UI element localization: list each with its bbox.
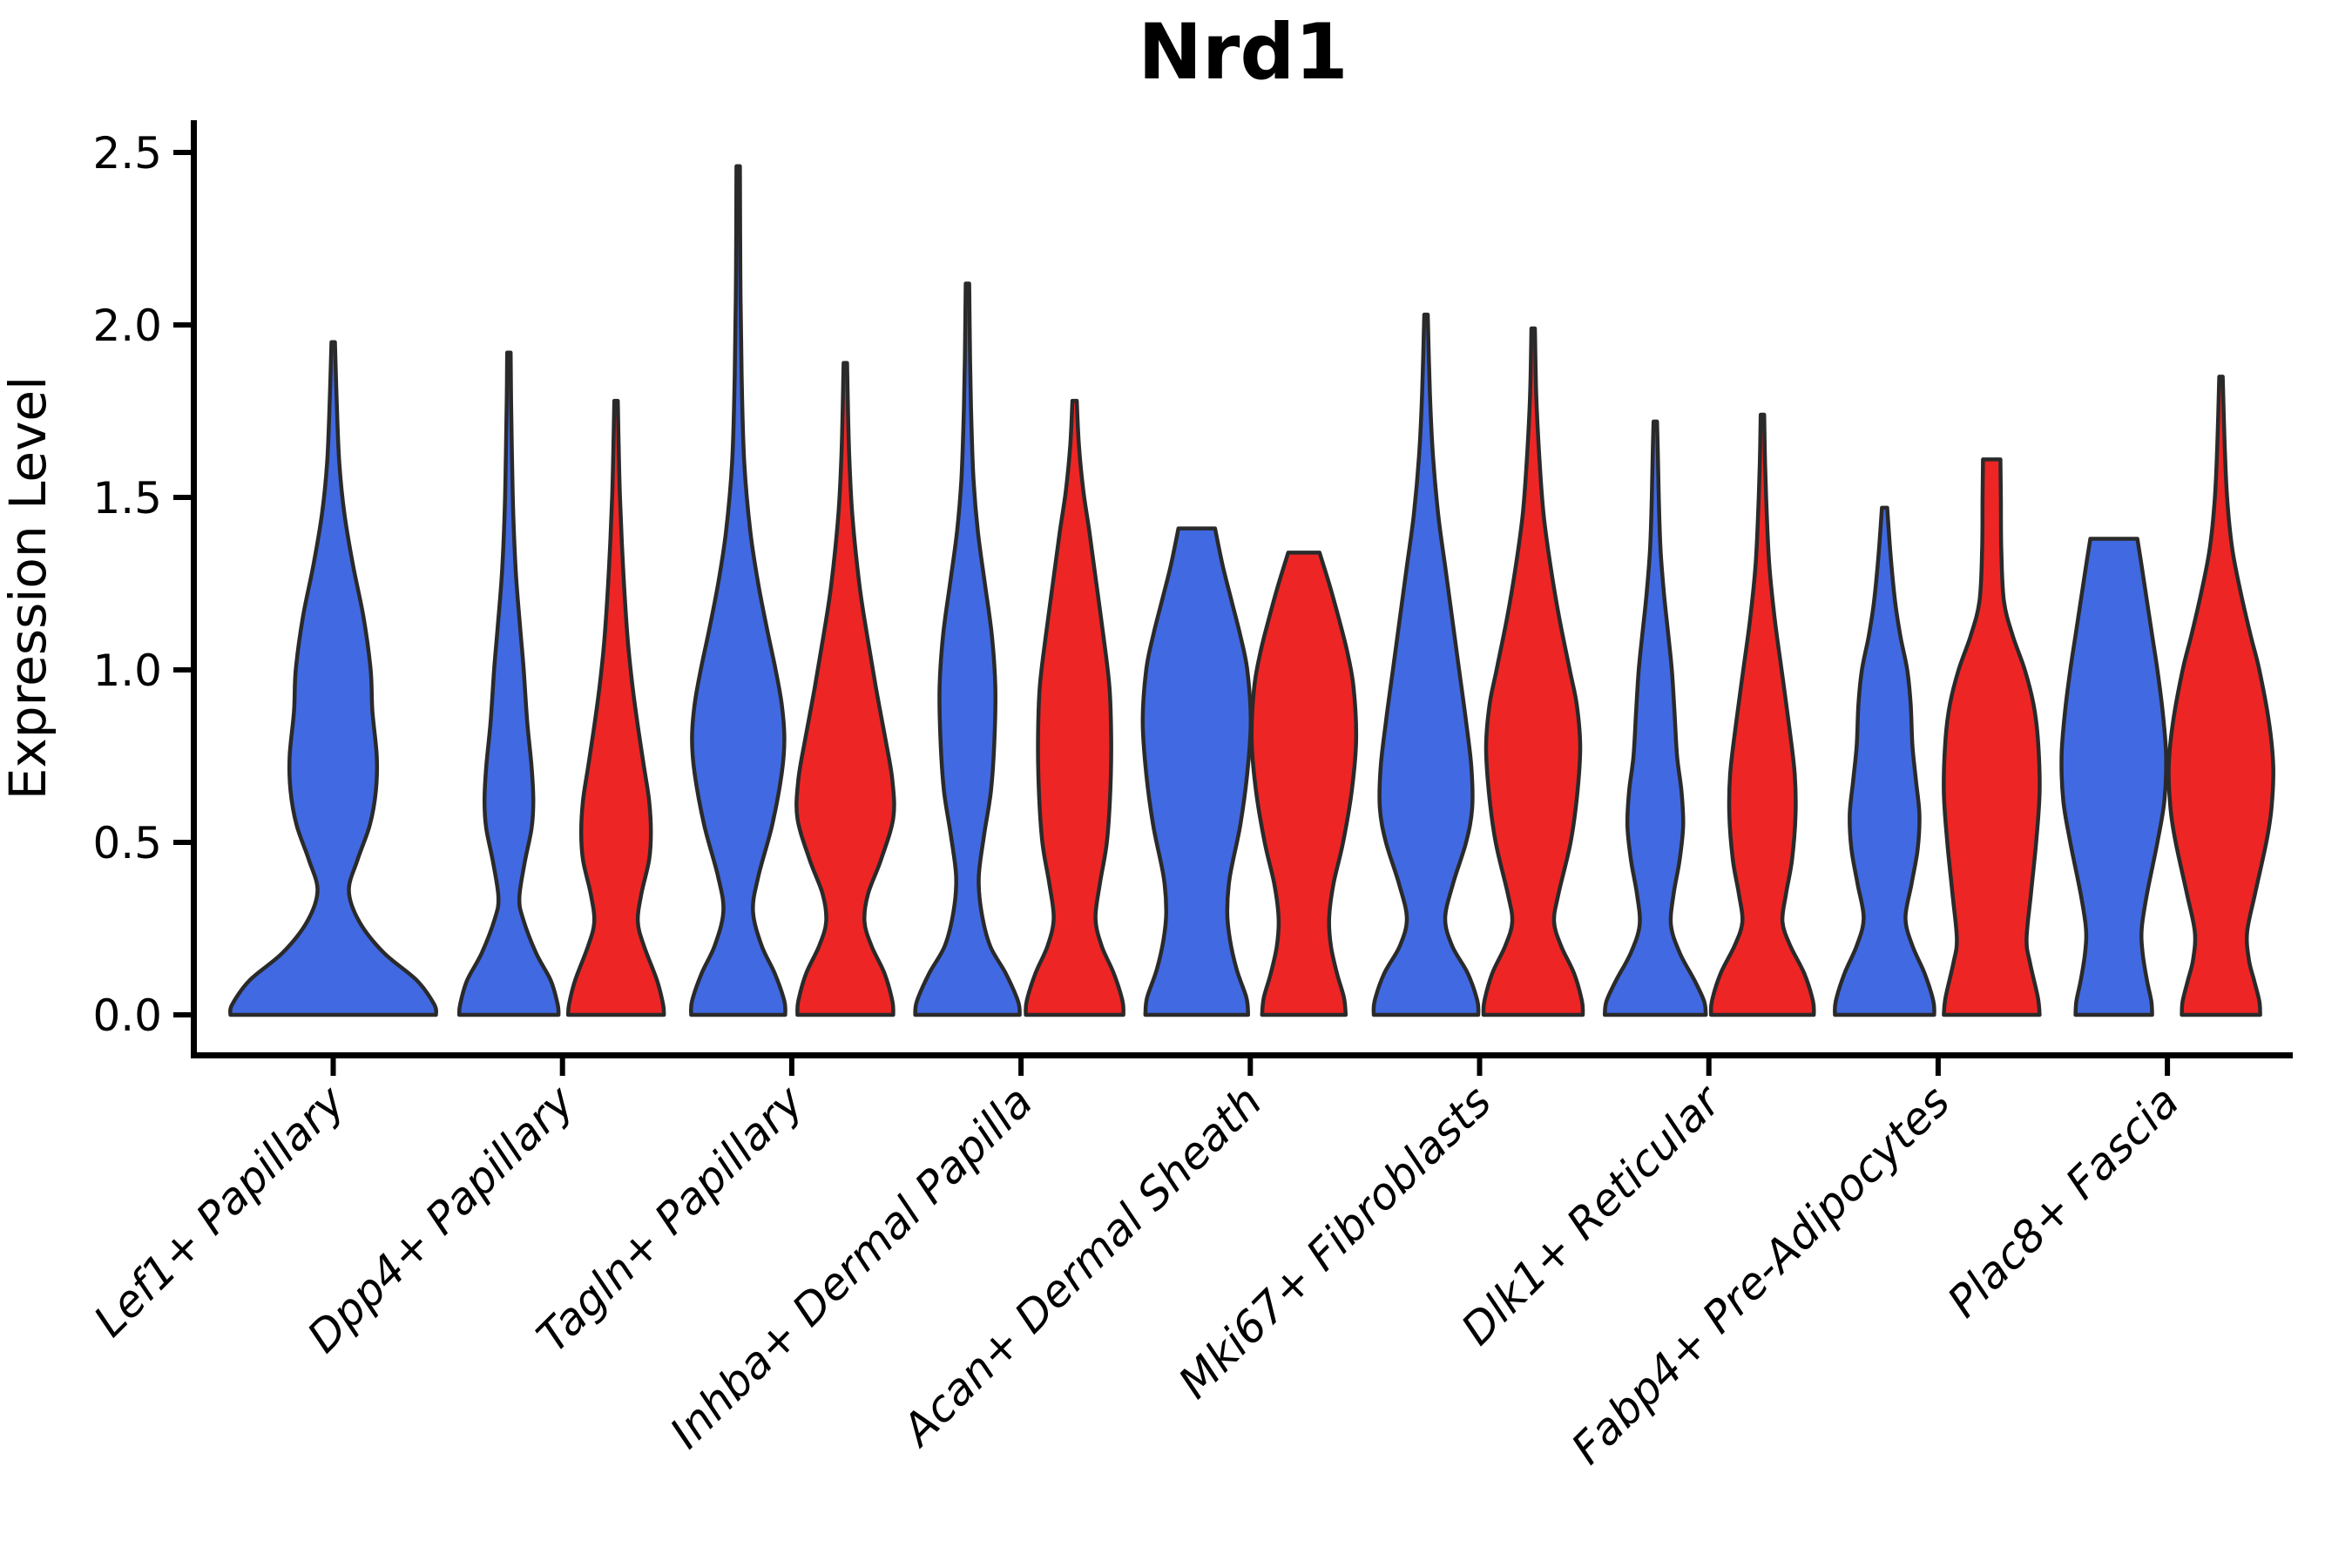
x-tick [1247,1058,1254,1076]
y-tick [173,840,191,845]
x-tick-label: Lef1+ Papillary [84,1075,355,1346]
x-tick-label: Fabp4+ Pre-Adipocytes [1562,1076,1960,1474]
violin-mki67-fibroblasts-red [1481,326,1585,1017]
y-tick [173,322,191,328]
violin-tagln-papillary-red [794,361,896,1017]
violin-plac8-fascia-red [2166,375,2275,1017]
y-axis-label: Expression Level [0,376,57,800]
x-tick [559,1058,565,1076]
x-tick [1935,1058,1941,1076]
violin-mki67-fibroblasts-blue [1371,312,1481,1017]
x-tick [1706,1058,1712,1076]
x-tick [330,1058,336,1076]
violin-dlk1-reticular-red [1708,412,1816,1017]
y-tick-label: 0.0 [92,990,162,1041]
y-tick [173,495,191,500]
violins-layer [227,164,2275,1017]
violin-fabp4-pre-adipocytes-red [1942,457,2042,1017]
y-tick-label: 2.5 [92,128,162,179]
y-axis-spine [191,120,197,1058]
violin-lef1-papillary-blue [227,340,439,1017]
y-tick-label: 0.5 [92,818,162,868]
y-tick-label: 2.0 [92,301,162,351]
violin-plac8-fascia-blue [2059,537,2168,1017]
violin-dlk1-reticular-blue [1602,419,1708,1017]
y-tick [173,667,191,672]
x-axis-spine [191,1052,2293,1058]
x-tick-label: Plac8+ Fascia [1938,1076,2189,1327]
x-tick [1018,1058,1024,1076]
y-tick [173,1012,191,1017]
x-tick [1477,1058,1483,1076]
y-tick-label: 1.5 [92,473,162,524]
chart-title: Nrd1 [1138,7,1348,97]
violin-tagln-papillary-blue [688,164,787,1017]
violin-dpp4-papillary-blue [456,350,561,1017]
violin-inhba-dermal-papilla-blue [913,281,1022,1017]
violin-acan-dermal-sheath-red [1249,551,1359,1017]
x-tick-label: Inhba+ Dermal Papilla [660,1076,1042,1457]
x-tick [788,1058,794,1076]
violin-acan-dermal-sheath-blue [1140,526,1254,1017]
y-tick-label: 1.0 [92,645,162,696]
violin-inhba-dermal-papilla-red [1024,398,1125,1017]
x-tick-label: Acan+ Dermal Sheath [891,1076,1272,1456]
violin-fabp4-pre-adipocytes-blue [1833,505,1936,1017]
x-tick [2165,1058,2171,1076]
y-tick [173,150,191,155]
violin-dpp4-papillary-red [565,398,666,1017]
